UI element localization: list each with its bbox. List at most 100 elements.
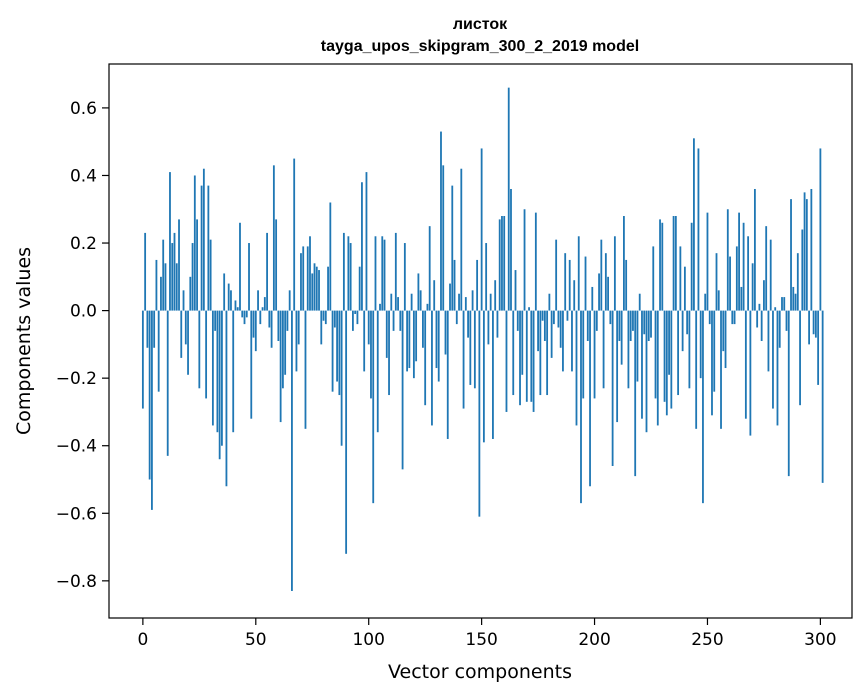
bar-124 [422, 310, 424, 348]
x-axis-ticks: 0 50 100 150 200 250 300 [137, 618, 837, 650]
bar-127 [428, 226, 431, 311]
bar-113 [397, 297, 399, 311]
bar-301 [821, 310, 824, 483]
bar-221 [641, 310, 643, 419]
bar-57 [270, 310, 273, 348]
bar-13 [171, 243, 174, 311]
bar-217 [632, 310, 634, 331]
bar-89 [342, 232, 345, 311]
bar-166 [516, 310, 519, 331]
bar-28 [205, 310, 208, 399]
bar-201 [595, 310, 598, 331]
x-tick-label: 150 [465, 630, 497, 650]
bar-34 [218, 310, 221, 460]
bar-73 [306, 246, 309, 311]
bar-101 [370, 310, 372, 399]
bar-174 [534, 212, 537, 311]
bar-170 [525, 310, 528, 402]
bar-114 [399, 310, 402, 331]
bar-19 [184, 310, 187, 345]
y-tick-label: −0.6 [56, 504, 97, 524]
bar-264 [738, 212, 740, 311]
bar-298 [814, 310, 817, 338]
bar-104 [376, 310, 379, 433]
y-tick-label: 0.0 [70, 302, 97, 322]
bar-246 [697, 148, 700, 311]
bar-286 [787, 310, 790, 477]
bar-212 [620, 310, 623, 365]
bar-226 [652, 246, 655, 311]
bar-98 [363, 310, 366, 372]
bar-33 [216, 310, 219, 433]
bar-255 [717, 290, 720, 311]
bar-218 [634, 310, 637, 477]
bar-204 [602, 310, 605, 389]
bar-248 [702, 310, 704, 504]
bar-260 [729, 256, 731, 311]
bar-161 [505, 310, 508, 412]
bar-53 [261, 307, 264, 311]
bar-50 [254, 310, 257, 352]
bar-203 [600, 239, 603, 311]
bar-31 [211, 310, 214, 426]
bar-282 [778, 310, 781, 348]
bar-263 [735, 246, 738, 311]
chart-subtitle: tayga_upos_skipgram_300_2_2019 model [321, 38, 639, 55]
bar-60 [277, 310, 280, 341]
bar-239 [681, 310, 684, 352]
y-axis-label: Components values [13, 247, 35, 435]
bar-55 [266, 232, 268, 311]
bar-178 [543, 310, 546, 341]
bar-238 [679, 246, 682, 311]
bar-8 [160, 276, 162, 311]
bar-71 [302, 246, 305, 311]
bar-144 [467, 310, 469, 338]
bar-2 [146, 310, 149, 348]
bar-249 [704, 293, 707, 311]
bar-272 [756, 310, 759, 328]
bar-135 [446, 310, 449, 439]
bar-137 [451, 185, 454, 311]
bar-75 [311, 273, 314, 311]
bar-10 [164, 263, 167, 311]
bar-294 [805, 199, 808, 311]
bar-277 [767, 310, 770, 372]
bar-80 [322, 310, 325, 321]
bar-64 [286, 310, 289, 331]
bar-207 [609, 310, 612, 325]
bar-242 [688, 310, 691, 389]
bar-92 [349, 243, 352, 311]
bar-62 [281, 310, 284, 389]
bar-86 [336, 310, 338, 382]
bar-132 [440, 131, 442, 311]
bar-231 [663, 310, 666, 402]
bar-109 [388, 310, 390, 396]
bar-287 [790, 199, 792, 311]
bar-16 [178, 219, 180, 311]
bar-139 [455, 310, 458, 325]
bar-118 [408, 310, 411, 369]
bar-191 [573, 280, 576, 311]
bar-123 [419, 290, 422, 311]
bar-284 [783, 297, 786, 311]
x-tick-label: 250 [691, 630, 723, 650]
bar-122 [417, 273, 420, 311]
bar-234 [670, 310, 673, 409]
bar-241 [686, 310, 689, 335]
bar-184 [557, 310, 560, 328]
bar-45 [243, 310, 246, 325]
bar-121 [415, 310, 418, 362]
bar-236 [674, 216, 677, 311]
bar-106 [381, 236, 384, 311]
bar-128 [431, 310, 433, 426]
bar-102 [372, 310, 375, 504]
bar-296 [810, 188, 813, 311]
bar-1 [144, 232, 147, 311]
bar-140 [458, 293, 460, 311]
bar-130 [435, 310, 438, 369]
bar-205 [604, 253, 607, 311]
bar-27 [202, 168, 205, 311]
bar-200 [593, 310, 596, 399]
bar-244 [693, 138, 695, 311]
bar-79 [320, 310, 323, 345]
